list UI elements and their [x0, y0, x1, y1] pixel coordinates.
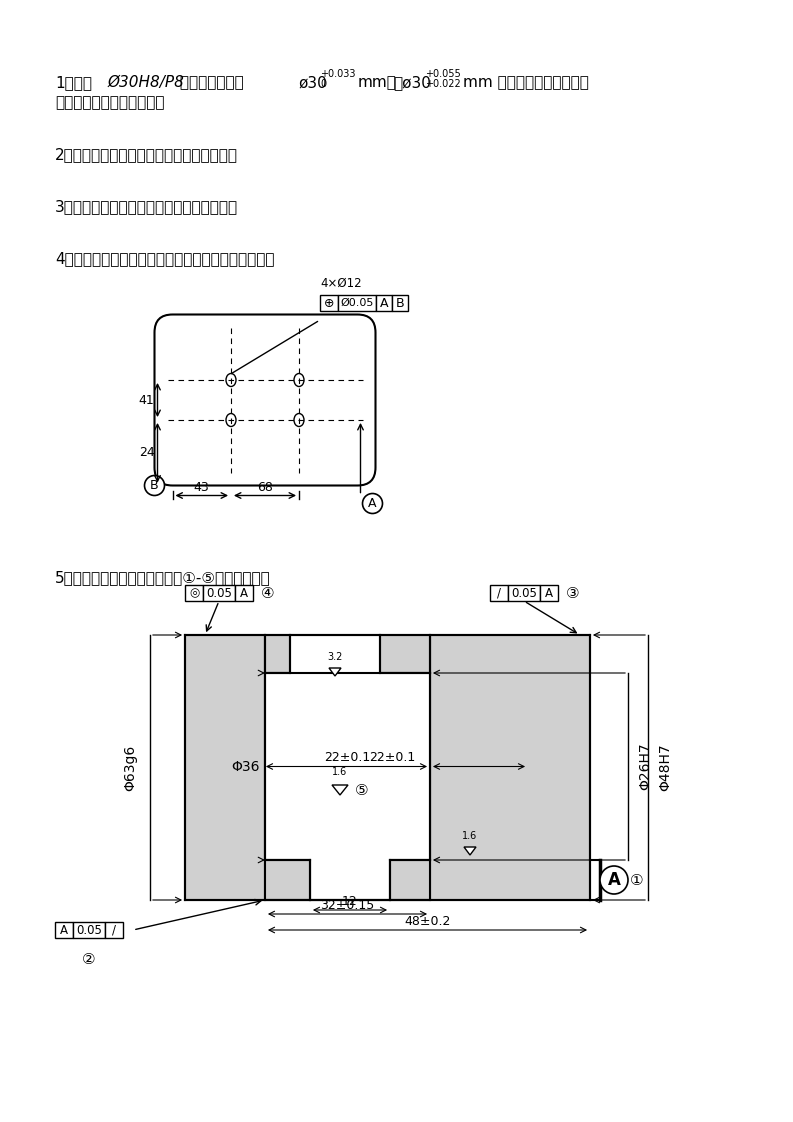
Text: A: A	[545, 587, 553, 599]
Text: Φ48H7: Φ48H7	[658, 744, 672, 791]
Text: 22±0.1: 22±0.1	[370, 751, 416, 763]
Text: ⑤: ⑤	[355, 782, 369, 798]
Text: +0.033: +0.033	[320, 68, 355, 79]
Circle shape	[362, 494, 382, 514]
Text: 0.05: 0.05	[206, 587, 232, 599]
Ellipse shape	[294, 414, 304, 426]
Text: Φ36: Φ36	[232, 760, 260, 773]
Text: 0.05: 0.05	[511, 587, 537, 599]
Ellipse shape	[294, 374, 304, 386]
Text: 5．图示为一套筒剖面图，解释①-⑤的技术含义。: 5．图示为一套筒剖面图，解释①-⑤的技术含义。	[55, 570, 270, 585]
Text: 22±0.1: 22±0.1	[324, 751, 370, 763]
Text: 2．箱体零件定位销的合理布置（改错题）。: 2．箱体零件定位销的合理布置（改错题）。	[55, 147, 238, 162]
Text: ◎: ◎	[189, 587, 199, 599]
Text: 0: 0	[320, 79, 326, 89]
Text: ø30: ø30	[298, 75, 327, 90]
Polygon shape	[332, 785, 348, 795]
Text: Φ26H7: Φ26H7	[638, 743, 652, 790]
Polygon shape	[390, 859, 430, 900]
Bar	[185, 585, 203, 601]
Text: /: /	[497, 587, 501, 599]
Bar	[392, 295, 408, 311]
Bar	[540, 585, 558, 601]
Polygon shape	[430, 635, 590, 900]
Text: 0.05: 0.05	[76, 923, 102, 937]
Polygon shape	[329, 668, 341, 675]
Bar	[508, 585, 540, 601]
Text: 68: 68	[257, 480, 273, 494]
Text: 1．绘制: 1．绘制	[55, 75, 92, 90]
Text: 48±0.2: 48±0.2	[404, 916, 450, 928]
Text: B: B	[150, 479, 159, 493]
Text: ③: ③	[566, 586, 580, 600]
Text: Φ63g6: Φ63g6	[123, 744, 137, 791]
Bar	[320, 295, 338, 311]
Bar	[105, 922, 123, 938]
Polygon shape	[464, 847, 476, 855]
Text: A: A	[60, 923, 68, 937]
Text: B: B	[396, 296, 404, 310]
Bar	[235, 585, 253, 601]
Text: A: A	[368, 497, 377, 511]
Text: 12: 12	[342, 895, 358, 908]
Text: +0.055: +0.055	[425, 68, 461, 79]
Text: mm，: mm，	[358, 75, 396, 90]
Bar	[73, 922, 105, 938]
Text: 3．机床夹具五部分功能元件的名称及作用。: 3．机床夹具五部分功能元件的名称及作用。	[55, 199, 238, 214]
Text: 种基准制，何种性质配合。: 种基准制，何种性质配合。	[55, 95, 164, 110]
FancyBboxPatch shape	[155, 314, 376, 486]
Polygon shape	[185, 635, 265, 900]
Bar	[490, 585, 508, 601]
Polygon shape	[380, 635, 430, 673]
Text: 41: 41	[139, 394, 155, 406]
Text: +0.022: +0.022	[425, 79, 461, 89]
Text: 4×Ø12: 4×Ø12	[320, 277, 362, 289]
Circle shape	[600, 866, 628, 894]
Ellipse shape	[226, 414, 236, 426]
Text: 4．绘制该标注对应的四孔组各孔心的位置度公差带。: 4．绘制该标注对应的四孔组各孔心的位置度公差带。	[55, 251, 274, 266]
Bar	[203, 585, 235, 601]
Polygon shape	[265, 635, 290, 673]
Text: A: A	[607, 871, 620, 889]
Text: ①: ①	[630, 873, 644, 888]
Polygon shape	[265, 673, 430, 900]
Text: /: /	[112, 923, 116, 937]
Text: ②: ②	[82, 951, 96, 967]
Text: 32±0.15: 32±0.15	[320, 899, 374, 912]
Ellipse shape	[226, 374, 236, 386]
Text: ④: ④	[261, 586, 274, 600]
Text: 1.6: 1.6	[462, 831, 477, 842]
Text: Ø30H8/P8: Ø30H8/P8	[108, 75, 185, 90]
Text: 24: 24	[139, 447, 155, 459]
Text: 1.6: 1.6	[332, 767, 347, 778]
Text: A: A	[380, 296, 389, 310]
Text: A: A	[240, 587, 248, 599]
Bar	[338, 295, 376, 311]
Text: 43: 43	[193, 480, 209, 494]
Text: 轴孔配合（孔：: 轴孔配合（孔：	[175, 75, 243, 90]
Text: 3.2: 3.2	[328, 652, 343, 662]
Text: ⊕: ⊕	[324, 296, 335, 310]
Circle shape	[144, 476, 164, 496]
Text: mm ）的公差带图，说明何: mm ）的公差带图，说明何	[463, 75, 589, 90]
Text: 轴ø30: 轴ø30	[393, 75, 431, 90]
Polygon shape	[265, 859, 310, 900]
Text: Ø0.05: Ø0.05	[340, 298, 374, 309]
Bar	[55, 922, 73, 938]
Bar	[376, 295, 392, 311]
